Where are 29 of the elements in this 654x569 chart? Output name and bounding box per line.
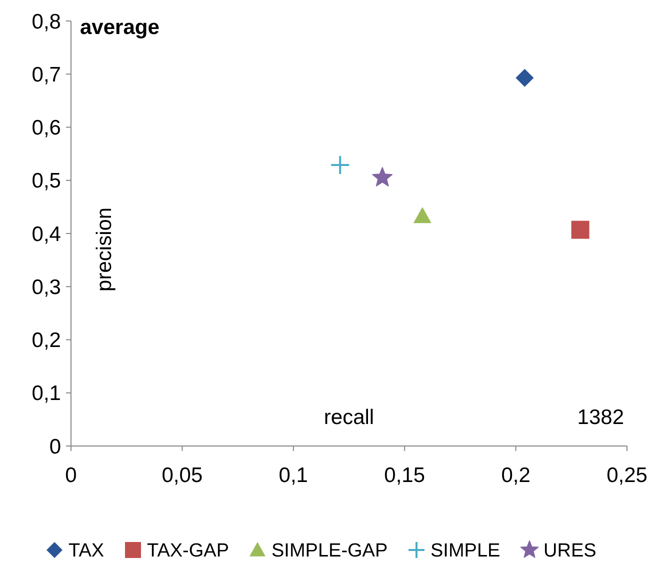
legend-label: TAX (68, 540, 104, 562)
x-tick-label: 0 (65, 464, 77, 487)
y-tick-label: 0,1 (32, 382, 61, 406)
x-tick-label: 0,2 (501, 464, 530, 487)
point (413, 206, 432, 224)
y-tick-label: 0,6 (32, 116, 61, 140)
y-tick-label: 0,2 (32, 329, 61, 352)
x-tick-label: 0,15 (384, 464, 426, 487)
point (372, 166, 393, 186)
point (516, 68, 534, 87)
y-axis-title: precision (93, 207, 116, 292)
y-tick-label: 0,3 (32, 276, 61, 299)
y-tick-label: 0 (49, 435, 61, 458)
annotation: average (80, 16, 160, 39)
legend-label: URES (544, 540, 596, 562)
y-tick-label: 0,7 (32, 63, 61, 86)
x-tick-label: 0,05 (162, 464, 203, 487)
x-tick-label: 0,25 (606, 464, 648, 487)
point (330, 154, 350, 175)
legend-label: SIMPLE-GAP (272, 540, 388, 562)
y-tick-label: 0,5 (32, 170, 61, 193)
y-tick-label: 0,4 (32, 222, 62, 246)
x-tick-label: 0,1 (278, 464, 308, 487)
annotation: 1382 (577, 406, 624, 429)
x-axis-title: recall (324, 406, 374, 429)
y-tick-label: 0,8 (32, 10, 61, 34)
point (571, 220, 590, 239)
legend-label: TAX-GAP (147, 540, 229, 562)
legend-label: SIMPLE (430, 540, 500, 562)
